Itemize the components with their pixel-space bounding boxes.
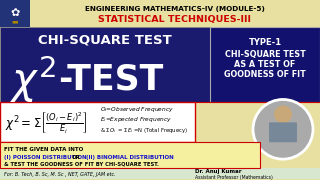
Text: CHI-SQUARE TEST: CHI-SQUARE TEST [38,33,172,46]
Text: $\chi^2 = \Sigma \left[\frac{(O_i-E_i)^2}{E_i}\right]$: $\chi^2 = \Sigma \left[\frac{(O_i-E_i)^2… [5,110,87,135]
FancyBboxPatch shape [269,122,297,142]
Text: ✿: ✿ [10,8,20,18]
Text: $O_i$=Observed Frequency: $O_i$=Observed Frequency [100,105,174,114]
FancyBboxPatch shape [0,0,320,27]
Text: Dr. Anuj Kumar: Dr. Anuj Kumar [195,169,242,174]
Text: (II) BINOMIAL DISTRIBUTION: (II) BINOMIAL DISTRIBUTION [86,155,174,160]
Text: $E_i$=Expected Frequency: $E_i$=Expected Frequency [100,115,172,124]
FancyBboxPatch shape [0,142,260,168]
Text: (I) POISSON DISTRIBUTION: (I) POISSON DISTRIBUTION [4,155,87,160]
Text: CHI-SQUARE TEST: CHI-SQUARE TEST [225,50,305,59]
FancyBboxPatch shape [0,168,320,179]
Text: GOODNESS OF FIT: GOODNESS OF FIT [224,70,306,79]
Text: -TEST: -TEST [58,63,163,97]
Text: TYPE-1: TYPE-1 [248,38,282,47]
Text: Assistant Professor (Mathematics): Assistant Professor (Mathematics) [195,175,273,180]
Text: $\chi^2$: $\chi^2$ [10,54,56,105]
Text: & $\Sigma O_i$  = $\Sigma E_i$ =N (Total Frequecy): & $\Sigma O_i$ = $\Sigma E_i$ =N (Total … [100,126,188,135]
FancyBboxPatch shape [0,27,210,102]
Circle shape [274,105,292,123]
Text: For: B. Tech, B. Sc, M. Sc , NET, GATE, JAM etc.: For: B. Tech, B. Sc, M. Sc , NET, GATE, … [4,172,116,177]
FancyBboxPatch shape [0,102,195,142]
Circle shape [253,100,313,159]
Text: ▬: ▬ [12,19,18,25]
Text: OR: OR [72,155,81,160]
Text: & TEST THE GOODNESS OF FIT BY CHI-SQUARE TEST.: & TEST THE GOODNESS OF FIT BY CHI-SQUARE… [4,162,159,167]
FancyBboxPatch shape [0,0,30,27]
FancyBboxPatch shape [210,27,320,102]
Text: FIT THE GIVEN DATA INTO: FIT THE GIVEN DATA INTO [4,147,83,152]
Text: STATISTICAL TECHNIQUES-III: STATISTICAL TECHNIQUES-III [99,15,252,24]
Text: AS A TEST OF: AS A TEST OF [234,60,296,69]
Text: ENGINEERING MATHEMATICS-IV (MODULE-5): ENGINEERING MATHEMATICS-IV (MODULE-5) [85,6,265,12]
